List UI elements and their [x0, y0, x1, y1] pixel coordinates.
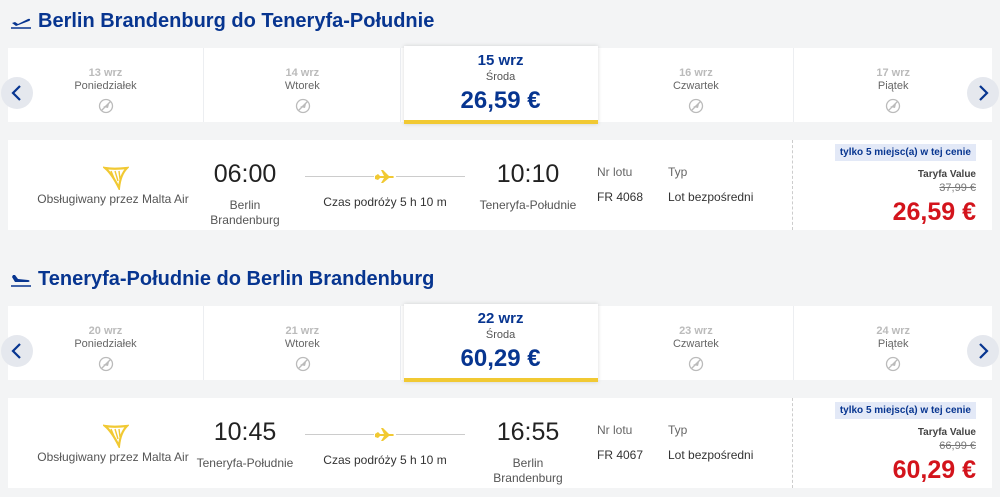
next-arrow[interactable] — [966, 334, 1000, 368]
day: Wtorek — [284, 80, 320, 92]
flight-card[interactable]: Obsługiwany przez Malta Air 06:00 Berlin B… — [8, 140, 992, 230]
prev-arrow[interactable] — [0, 334, 34, 368]
operator: Obsługiwany przez Malta Air — [37, 450, 189, 464]
day: Środa — [485, 329, 516, 341]
no-flights-icon — [98, 356, 114, 372]
date-option[interactable]: 23 wrz Czwartek — [598, 306, 795, 380]
day: Piątek — [877, 80, 909, 92]
airline-logo — [101, 166, 130, 192]
duration: Czas podróży 5 h 10 m — [323, 453, 447, 467]
arrival-airport: Berlin Brandenburg — [493, 456, 563, 485]
price: 60,29 € — [460, 345, 541, 372]
departure-airport: Teneryfa-Południe — [196, 456, 294, 470]
day: Piątek — [877, 338, 909, 350]
date: 17 wrz — [876, 67, 910, 79]
arrival-time: 10:10 — [496, 160, 560, 188]
arrival-airport: Teneryfa-Południe — [479, 198, 577, 212]
price: 26,59 € — [892, 198, 976, 226]
operator: Obsługiwany przez Malta Air — [37, 192, 189, 206]
date: 20 wrz — [88, 325, 123, 337]
flight-number: FR 4068 — [597, 190, 644, 204]
plane-icon — [374, 427, 396, 441]
flight-type: Lot bezpośredni — [668, 448, 754, 462]
date-option[interactable]: 20 wrz Poniedziałek — [8, 306, 204, 380]
arrival-time: 16:55 — [496, 418, 560, 446]
divider — [792, 398, 793, 488]
date: 24 wrz — [876, 325, 910, 337]
day: Czwartek — [672, 338, 719, 350]
prev-arrow[interactable] — [0, 76, 34, 110]
airline-logo — [101, 424, 130, 450]
type-label: Typ — [668, 165, 688, 179]
fare-name: Taryfa Value — [917, 169, 976, 180]
fare-name: Taryfa Value — [917, 427, 976, 438]
day: Czwartek — [672, 80, 719, 92]
date-option[interactable]: 16 wrz Czwartek — [598, 48, 795, 122]
date-option[interactable]: 21 wrz Wtorek — [205, 306, 401, 380]
no-flights-icon — [295, 356, 311, 372]
flight-card[interactable]: Obsługiwany przez Malta Air 10:45 Teneryfa… — [8, 398, 992, 488]
price: 26,59 € — [460, 87, 541, 114]
seats-badge: tylko 5 miejsc(a) w tej cenie — [834, 402, 976, 419]
flight-number-label: Nr lotu — [597, 165, 633, 179]
section-title: Berlin Brandenburg do Teneryfa-Południe — [38, 10, 435, 32]
section-title: Teneryfa-Południe do Berlin Brandenburg — [38, 268, 435, 290]
price: 60,29 € — [892, 456, 976, 484]
departure-time: 06:00 — [213, 160, 277, 188]
selected-date[interactable]: 15 wrz Środa 26,59 € — [403, 46, 598, 124]
departure-time: 10:45 — [213, 418, 277, 446]
day: Poniedziałek — [74, 338, 137, 350]
old-price: 37,99 € — [939, 182, 976, 194]
no-flights-icon — [688, 98, 704, 114]
no-flights-icon — [98, 98, 114, 114]
flight-number-label: Nr lotu — [597, 423, 633, 437]
date-option[interactable]: 14 wrz Wtorek — [205, 48, 401, 122]
date-option[interactable]: 13 wrz Poniedziałek — [8, 48, 204, 122]
date: 21 wrz — [285, 325, 320, 337]
no-flights-icon — [885, 98, 901, 114]
direction-icon — [10, 14, 32, 30]
direction-icon — [10, 272, 32, 288]
date-option[interactable]: 24 wrz Piątek — [795, 306, 991, 380]
divider — [792, 140, 793, 230]
old-price: 66,99 € — [939, 440, 976, 452]
seats-badge: tylko 5 miejsc(a) w tej cenie — [834, 144, 976, 161]
duration: Czas podróży 5 h 10 m — [323, 195, 447, 209]
date: 13 wrz — [88, 67, 123, 79]
plane-icon — [374, 169, 396, 183]
no-flights-icon — [885, 356, 901, 372]
date-option[interactable]: 17 wrz Piątek — [795, 48, 991, 122]
date: 16 wrz — [679, 67, 713, 79]
day: Wtorek — [284, 338, 320, 350]
no-flights-icon — [688, 356, 704, 372]
day: Środa — [485, 71, 516, 83]
date: 22 wrz — [477, 310, 524, 327]
selected-date[interactable]: 22 wrz Środa 60,29 € — [403, 304, 598, 382]
flight-type: Lot bezpośredni — [668, 190, 754, 204]
next-arrow[interactable] — [966, 76, 1000, 110]
type-label: Typ — [668, 423, 688, 437]
departure-airport: Berlin Brandenburg — [210, 198, 280, 227]
date: 23 wrz — [679, 325, 713, 337]
date: 14 wrz — [285, 67, 320, 79]
no-flights-icon — [295, 98, 311, 114]
date: 15 wrz — [477, 52, 524, 69]
flight-number: FR 4067 — [597, 448, 644, 462]
day: Poniedziałek — [74, 80, 137, 92]
